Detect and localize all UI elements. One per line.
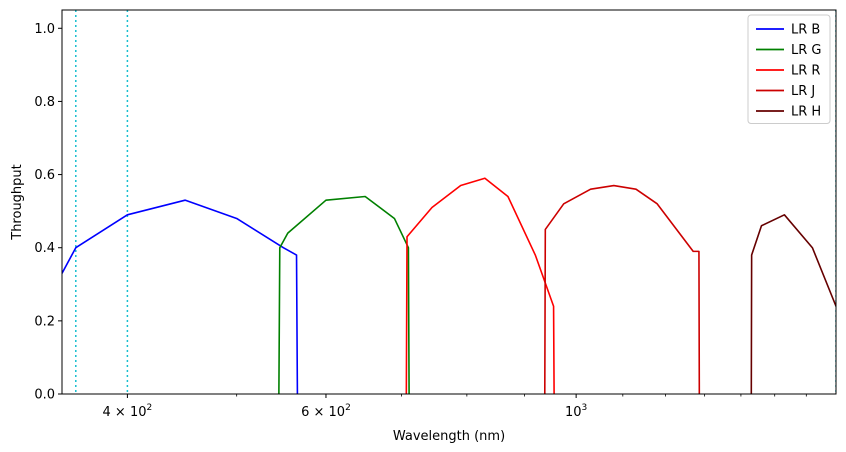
y-tick-label-5: 1.0 xyxy=(34,22,55,37)
legend: LR B LR G LR R LR J LR H xyxy=(747,14,831,124)
legend-label-0: LR B xyxy=(791,23,820,38)
legend-label-1: LR G xyxy=(791,43,821,58)
y-tick-label-3: 0.6 xyxy=(34,168,55,183)
x-tick-label-2: 103 xyxy=(565,403,587,420)
y-axis-label: Throughput xyxy=(10,164,25,241)
y-tick-label-4: 0.8 xyxy=(34,95,55,110)
x-tick-label-0: 4 × 102 xyxy=(103,403,153,420)
x-axis-label: Wavelength (nm) xyxy=(393,429,505,444)
legend-label-2: LR R xyxy=(791,64,820,79)
y-tick-label-2: 0.4 xyxy=(34,241,55,256)
series-line-lr-b xyxy=(62,199,299,394)
legend-box xyxy=(747,14,831,124)
x-tick-label-1: 6 × 102 xyxy=(301,403,351,420)
series-line-lr-j xyxy=(543,184,701,394)
y-tick-label-1: 0.2 xyxy=(34,314,55,329)
series-line-lr-g xyxy=(278,195,410,394)
legend-label-3: LR J xyxy=(791,84,815,99)
series-line-lr-h xyxy=(750,214,836,394)
plot-frame xyxy=(61,9,837,395)
series-line-lr-r xyxy=(405,177,555,394)
y-tick-label-0: 0.0 xyxy=(34,388,55,403)
legend-label-4: LR H xyxy=(791,105,821,120)
